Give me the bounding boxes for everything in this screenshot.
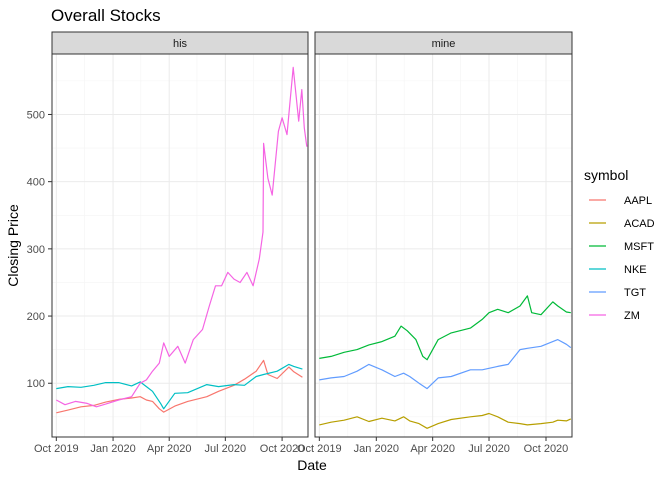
x-tick-label: Oct 2020 (260, 443, 305, 455)
panel-border-his (51, 53, 309, 438)
y-tick-label: 100 (27, 378, 45, 390)
x-tick-label: Oct 2019 (34, 443, 79, 455)
legend-label-zm: ZM (624, 310, 640, 322)
x-tick-label: Jul 2020 (468, 443, 510, 455)
series-line-aapl (56, 359, 303, 414)
series-line-msft (319, 295, 571, 361)
x-tick-label: Oct 2020 (524, 443, 569, 455)
x-tick-label: Jan 2020 (90, 443, 135, 455)
legend-label-acad: ACAD (624, 218, 655, 230)
y-tick-label: 300 (27, 244, 45, 256)
legend-label-tgt: TGT (624, 287, 646, 299)
legend: symbol AAPL ACAD MSFT NKE TGT ZM (584, 167, 655, 322)
x-tick-label: Apr 2020 (147, 443, 192, 455)
legend-title: symbol (584, 167, 628, 183)
y-tick-label: 500 (27, 109, 45, 121)
series-line-zm (56, 66, 308, 408)
series-line-tgt (319, 339, 572, 390)
series-line-acad (319, 412, 572, 429)
legend-label-nke: NKE (624, 264, 647, 276)
chart-title: Overall Stocks (51, 6, 161, 25)
series-line-nke (56, 363, 303, 410)
legend-label-msft: MSFT (624, 241, 654, 253)
facet-panel-his: his Oct 2019 Jan 2020 Apr 2020 Jul 2020 Oct … (34, 31, 309, 455)
x-tick-label: Oct 2019 (297, 443, 342, 455)
y-axis-title: Closing Price (5, 204, 21, 287)
legend-label-aapl: AAPL (624, 195, 652, 207)
facet-panel-mine: mine Oct 2019 Jan 2020 Apr 2020 Jul 2020 Oct… (297, 31, 573, 455)
x-tick-label: Jul 2020 (205, 443, 247, 455)
y-tick-label: 400 (27, 177, 45, 189)
panel-border-mine (314, 53, 573, 438)
x-axis-title: Date (297, 457, 327, 473)
x-tick-label: Jan 2020 (354, 443, 399, 455)
x-tick-label: Apr 2020 (410, 443, 455, 455)
y-axis: 100 200 300 400 500 (27, 109, 52, 390)
facet-label-mine: mine (432, 38, 456, 50)
y-tick-label: 200 (27, 311, 45, 323)
facet-label-his: his (173, 38, 188, 50)
